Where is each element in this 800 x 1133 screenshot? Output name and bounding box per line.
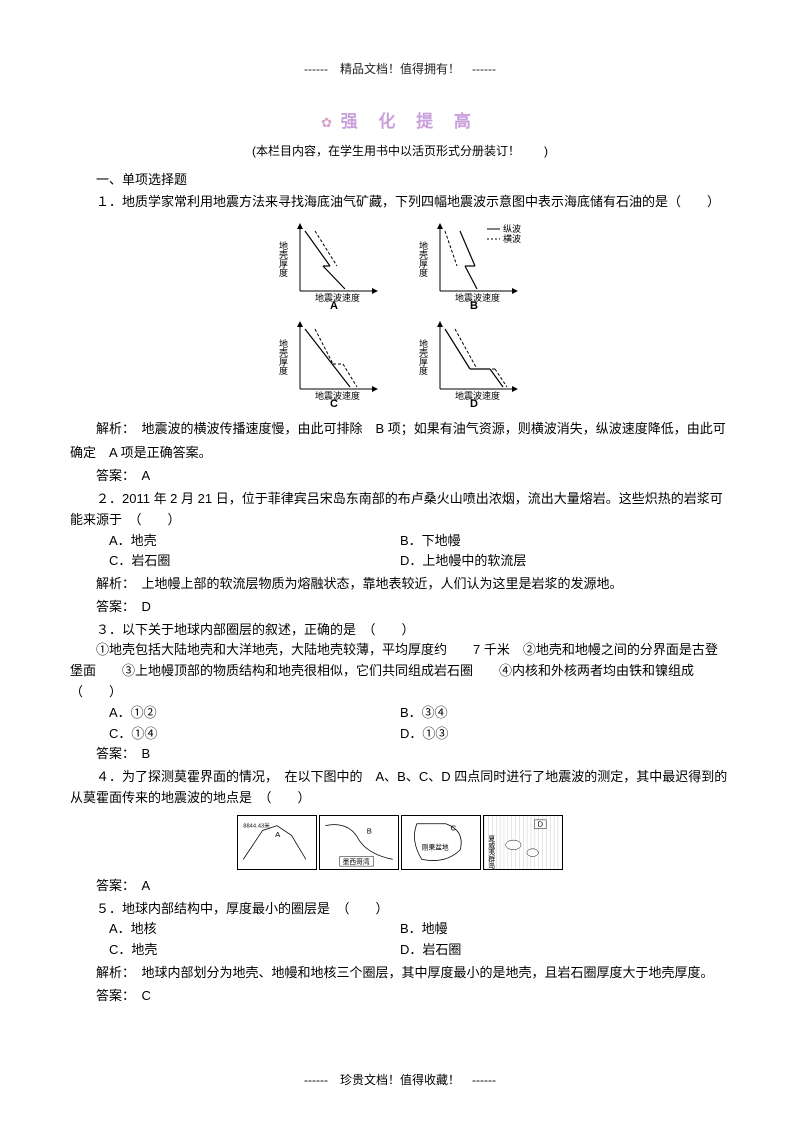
q5-answer: 答案： C [70,986,730,1007]
svg-text:地壳厚度: 地壳厚度 [278,240,288,278]
q4-answer: 答案： A [70,876,730,897]
sub-note: (本栏目内容，在学生用书中以活页形式分册装订！ ) [70,142,730,159]
svg-text:纵波: 纵波 [503,223,521,234]
q4-img-d: D 夏威夷群岛 [483,815,563,870]
q3-text: ３．以下关于地球内部圈层的叙述，正确的是 （ ） [70,620,730,641]
svg-text:C: C [451,823,457,832]
svg-text:A: A [330,300,338,311]
q2-analysis: 解析： 上地幔上部的软流层物质为熔融状态，靠地表较近，人们认为这里是岩浆的发源地… [70,572,730,597]
question-5: ５．地球内部结构中，厚度最小的圈层是 （ ） A．地核 B．地幔 C．地壳 D．… [70,899,730,1007]
q5-opts-2: C．地壳 D．岩石圈 [70,940,730,961]
q3-opts-1: A．①② B．③④ [70,703,730,724]
section-heading: 一、单项选择题 [70,169,730,188]
q3-opt-c: C．①④ [70,724,400,745]
svg-text:B: B [470,300,478,311]
q1-analysis: 解析： 地震波的横波传播速度慢，由此可排除 B 项；如果有油气资源，则横波消失，… [70,417,730,466]
q1-diagrams-row1: 地壳厚度 地震波速度 A 纵波 横波 地壳厚度 地震波速度 [70,221,730,311]
q1-text: １．地质学家常利用地震方法来寻找海底油气矿藏，下列四幅地震波示意图中表示海底储有… [70,192,730,213]
q3-opt-d: D．①③ [400,724,730,745]
q3-answer: 答案： B [70,744,730,765]
svg-text:横波: 横波 [503,233,521,244]
q4-img-c: C 刚果盆地 [401,815,481,870]
q5-opts-1: A．地核 B．地幔 [70,919,730,940]
q5-opt-c: C．地壳 [70,940,400,961]
footer-note: ------ 珍贵文档！值得收藏！ ------ [0,1071,800,1088]
q2-opt-d: D．上地幔中的软流层 [400,551,730,572]
question-2: ２．2011 年 2 月 21 日，位于菲律宾吕宋岛东南部的布卢桑火山喷出浓烟，… [70,489,730,618]
q2-opt-a: A．地壳 [70,531,400,552]
q1-answer: 答案： A [70,466,730,487]
q3-opt-a: A．①② [70,703,400,724]
q4-images: 8844.43米 A B 墨西哥湾 C 刚果盆地 [70,815,730,870]
q5-opt-b: B．地幔 [400,919,730,940]
svg-text:D: D [470,398,478,409]
q2-text: ２．2011 年 2 月 21 日，位于菲律宾吕宋岛东南部的布卢桑火山喷出浓烟，… [70,489,730,531]
q2-opts-2: C．岩石圈 D．上地幔中的软流层 [70,551,730,572]
svg-text:B: B [367,826,372,835]
title-banner: ✿ 强 化 提 高 [70,107,730,132]
q4-text: ４．为了探测莫霍界面的情况， 在以下图中的 A、B、C、D 四点同时进行了地震波… [70,767,730,809]
svg-text:8844.43米: 8844.43米 [243,821,270,829]
diagram-c: 地壳厚度 地震波速度 C [275,319,385,409]
header-note: ------ 精品文档！值得拥有！ ------ [70,60,730,77]
svg-text:墨西哥湾: 墨西哥湾 [343,857,370,866]
svg-text:C: C [330,398,338,409]
svg-text:刚果盆地: 刚果盆地 [422,843,449,852]
svg-text:地壳厚度: 地壳厚度 [418,338,428,376]
q4-img-b: B 墨西哥湾 [319,815,399,870]
q3-opts-2: C．①④ D．①③ [70,724,730,745]
banner-text: 强 化 提 高 [341,112,479,131]
q2-opt-b: B．下地幔 [400,531,730,552]
svg-text:A: A [275,830,281,839]
q2-opt-c: C．岩石圈 [70,551,400,572]
svg-text:地壳厚度: 地壳厚度 [278,338,288,376]
svg-text:D: D [537,819,543,828]
q5-opt-d: D．岩石圈 [400,940,730,961]
q5-text: ５．地球内部结构中，厚度最小的圈层是 （ ） [70,899,730,920]
q2-opts-1: A．地壳 B．下地幔 [70,531,730,552]
svg-text:地壳厚度: 地壳厚度 [418,240,428,278]
q2-answer: 答案： D [70,597,730,618]
q3-opt-b: B．③④ [400,703,730,724]
diagram-d: 地壳厚度 地震波速度 D [415,319,525,409]
q4-img-a: 8844.43米 A [237,815,317,870]
question-4: ４．为了探测莫霍界面的情况， 在以下图中的 A、B、C、D 四点同时进行了地震波… [70,767,730,896]
q3-stmts: ①地壳包括大陆地壳和大洋地壳，大陆地壳较薄，平均厚度约 7 千米 ②地壳和地幔之… [70,640,730,702]
q5-opt-a: A．地核 [70,919,400,940]
flower-icon: ✿ [321,115,332,130]
question-1: １．地质学家常利用地震方法来寻找海底油气矿藏，下列四幅地震波示意图中表示海底储有… [70,192,730,487]
diagram-b: 纵波 横波 地壳厚度 地震波速度 B [415,221,525,311]
q1-diagrams-row2: 地壳厚度 地震波速度 C 地壳厚度 地震波速度 D [70,319,730,409]
diagram-a: 地壳厚度 地震波速度 A [275,221,385,311]
question-3: ３．以下关于地球内部圈层的叙述，正确的是 （ ） ①地壳包括大陆地壳和大洋地壳，… [70,620,730,766]
q5-analysis: 解析： 地球内部划分为地壳、地幔和地核三个圈层，其中厚度最小的是地壳，且岩石圈厚… [70,961,730,986]
